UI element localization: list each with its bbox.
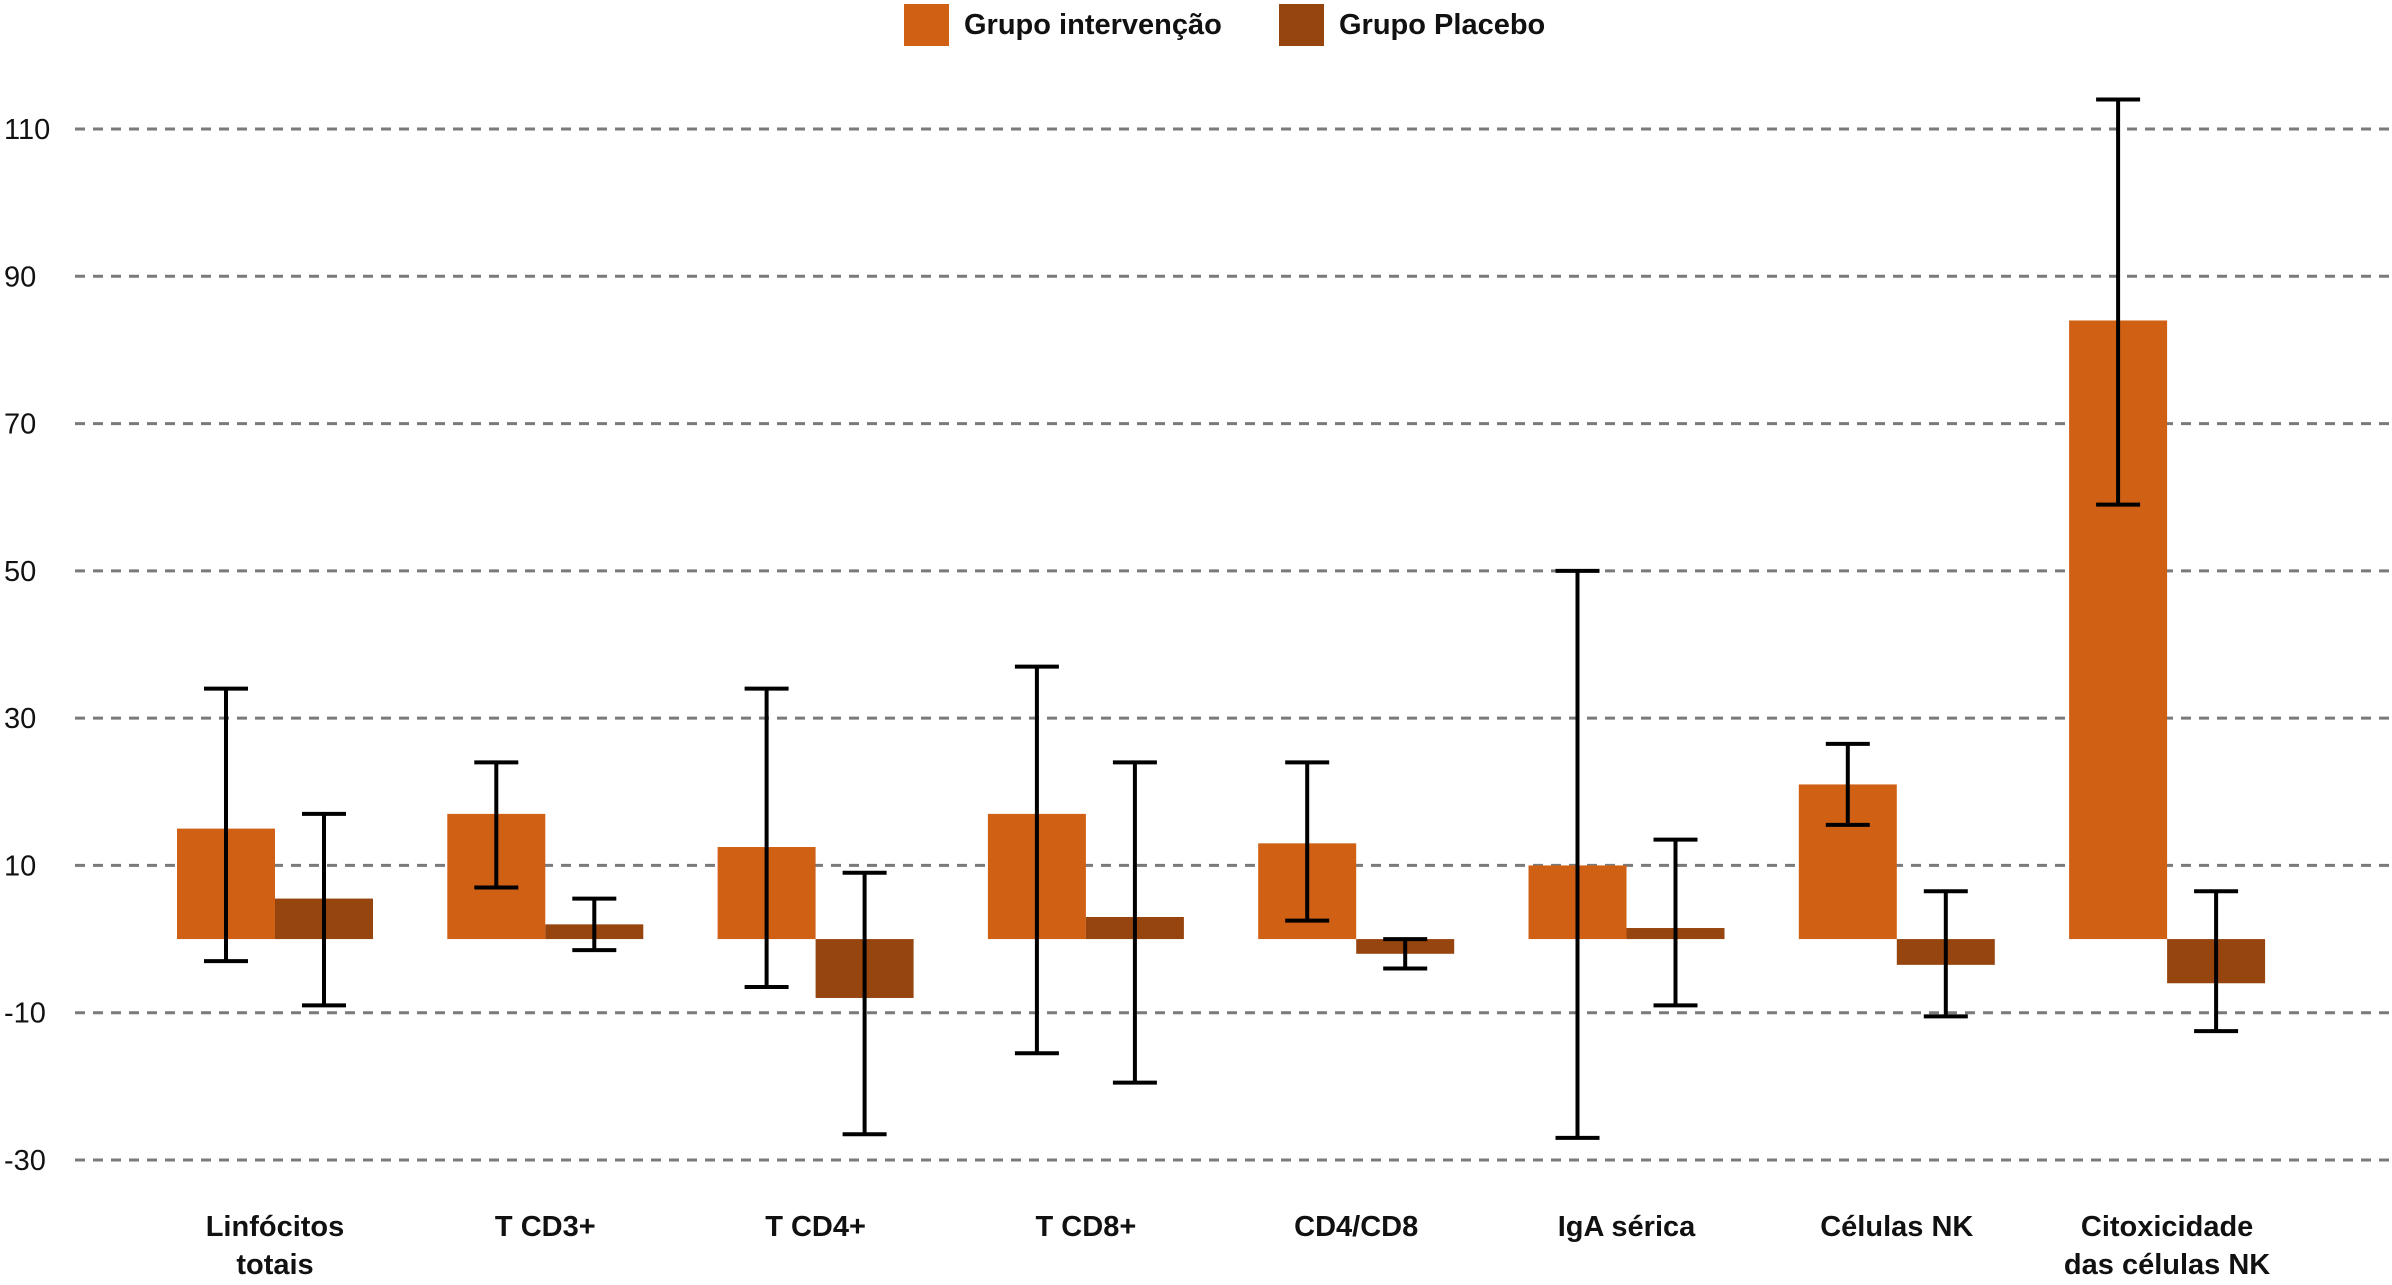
error-bar-intervention-0	[204, 686, 248, 964]
y-tick-label--10: -10	[4, 998, 46, 1030]
category-label-4-line-0: CD4/CD8	[1294, 1211, 1418, 1243]
error-bar-intervention-5	[1555, 568, 1600, 1140]
error-bar-placebo-0	[302, 811, 346, 1008]
y-tick-label-30: 30	[4, 703, 36, 735]
legend-label-intervention: Grupo intervenção	[964, 9, 1222, 41]
category-label-7-line-1: das células NK	[2064, 1249, 2270, 1281]
error-bar-placebo-2	[842, 870, 887, 1137]
y-tick-label-90: 90	[4, 261, 36, 293]
error-bar-intervention-7	[2096, 97, 2141, 507]
y-axis-tick-labels: -30 -10 10 30 50 70 90 110	[4, 114, 50, 1177]
error-bar-placebo-6	[1923, 889, 1968, 1019]
x-axis-category-labels: Linfócitos totais T CD3+ T CD4+ T CD8+ CD4/CD…	[206, 1211, 2271, 1281]
y-gridlines	[75, 127, 2392, 1162]
category-label-3-line-0: T CD8+	[1036, 1211, 1137, 1243]
category-label-7-line-0: Citoxicidade	[2081, 1211, 2253, 1243]
legend-label-placebo: Grupo Placebo	[1339, 9, 1545, 41]
y-tick-label-70: 70	[4, 409, 36, 441]
error-bars	[204, 97, 2239, 1140]
error-bar-placebo-1	[572, 896, 617, 953]
error-bar-intervention-2	[744, 686, 789, 989]
error-bar-intervention-6	[1825, 741, 1870, 827]
legend-swatch-intervention	[904, 4, 949, 46]
error-bar-placebo-3	[1112, 760, 1157, 1085]
y-tick-label-110: 110	[4, 114, 50, 146]
category-label-0-line-1: totais	[236, 1249, 313, 1281]
error-bar-intervention-3	[1014, 664, 1059, 1056]
y-tick-label-50: 50	[4, 556, 36, 588]
error-bar-placebo-5	[1653, 837, 1698, 1008]
error-bar-placebo-4	[1383, 937, 1428, 971]
category-label-2-line-0: T CD4+	[765, 1211, 866, 1243]
error-bar-placebo-7	[2194, 889, 2239, 1034]
y-tick-label--30: -30	[4, 1145, 46, 1177]
legend: Grupo intervenção Grupo Placebo	[904, 4, 1545, 46]
legend-swatch-placebo	[1279, 4, 1324, 46]
error-bar-intervention-4	[1285, 760, 1330, 923]
category-label-6-line-0: Células NK	[1820, 1211, 1973, 1243]
error-bar-intervention-1	[474, 760, 519, 890]
category-label-1-line-0: T CD3+	[495, 1211, 596, 1243]
category-label-0-line-0: Linfócitos	[206, 1211, 345, 1243]
y-tick-label-10: 10	[4, 850, 36, 882]
category-label-5-line-0: IgA sérica	[1558, 1211, 1696, 1243]
